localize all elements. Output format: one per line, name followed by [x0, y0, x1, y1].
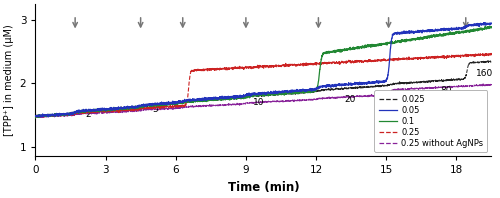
- Y-axis label: [TPP⁺] in medium (µM): [TPP⁺] in medium (µM): [4, 24, 14, 136]
- Text: 2: 2: [86, 110, 91, 120]
- Text: 40: 40: [410, 95, 421, 104]
- Text: 20: 20: [344, 95, 356, 104]
- X-axis label: Time (min): Time (min): [228, 181, 299, 194]
- Text: 160: 160: [476, 69, 494, 78]
- Legend: 0.025, 0.05, 0.1, 0.25, 0.25 without AgNPs: 0.025, 0.05, 0.1, 0.25, 0.25 without AgN…: [374, 90, 488, 152]
- Text: 5: 5: [152, 105, 158, 114]
- Text: 80: 80: [440, 86, 452, 95]
- Text: 10: 10: [253, 98, 264, 107]
